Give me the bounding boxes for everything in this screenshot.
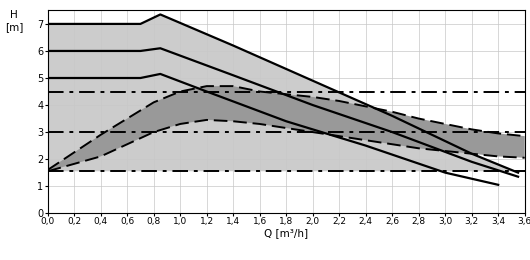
Y-axis label: H
[m]: H [m] <box>5 10 23 32</box>
Polygon shape <box>48 15 518 173</box>
Polygon shape <box>48 86 525 171</box>
X-axis label: Q [m³/h]: Q [m³/h] <box>264 228 308 238</box>
